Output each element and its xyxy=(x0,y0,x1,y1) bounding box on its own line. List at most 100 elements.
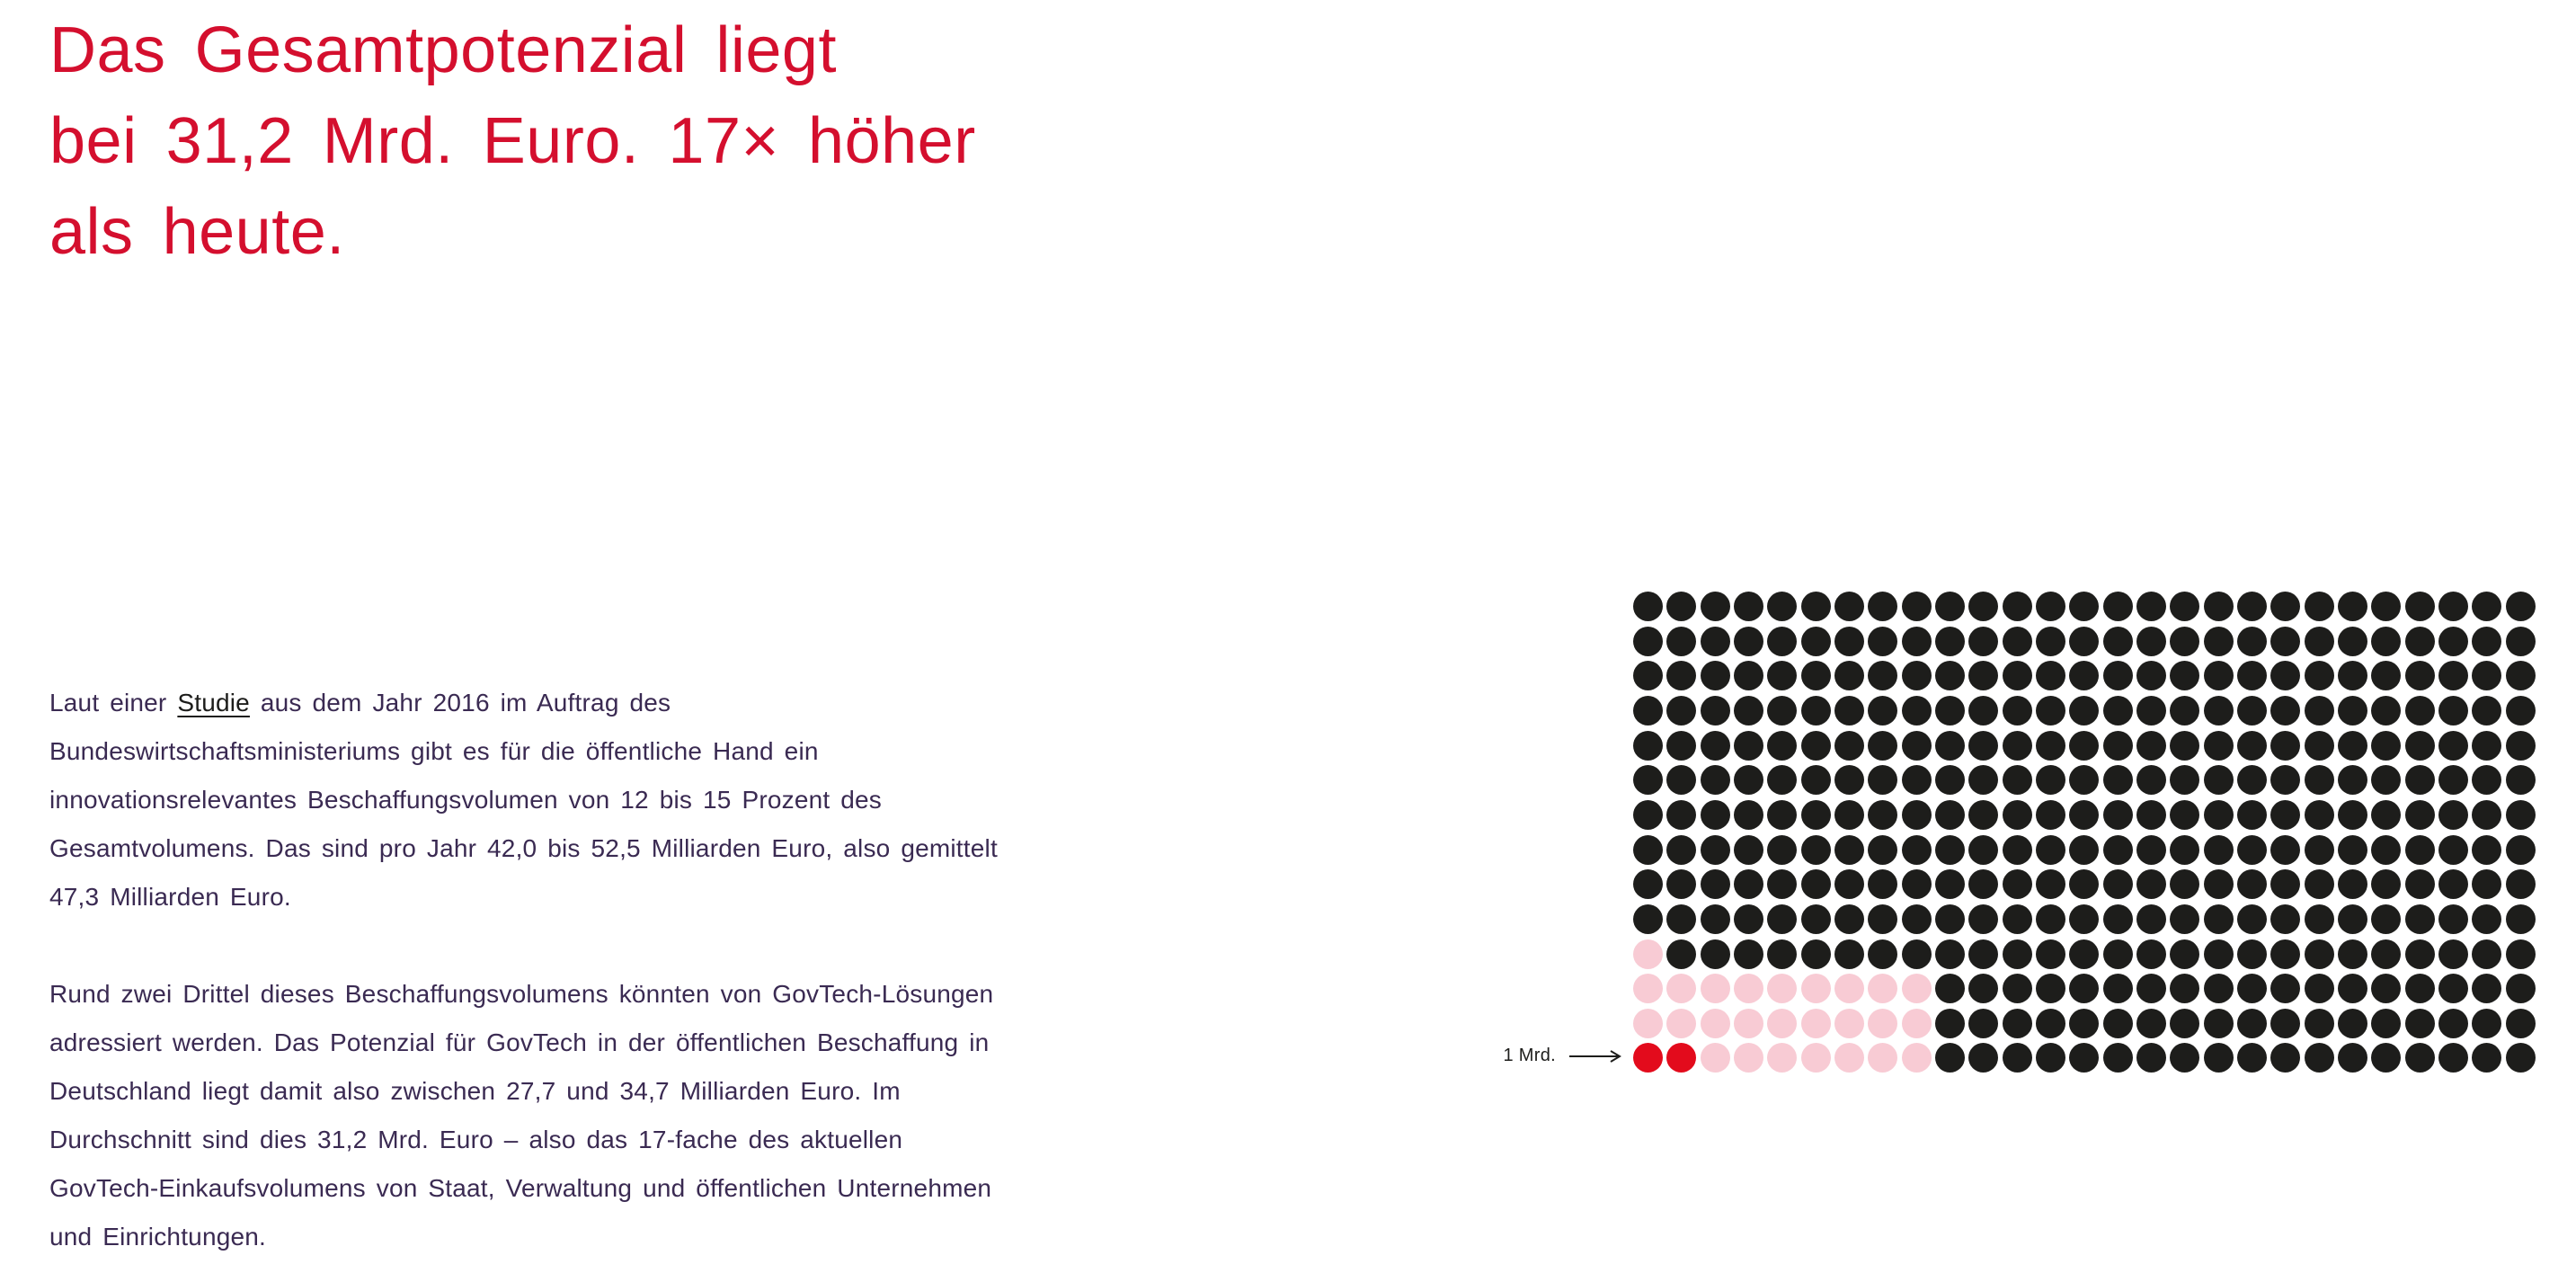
dot-black xyxy=(2438,592,2468,621)
dot-black xyxy=(2371,1008,2402,1038)
dot-black xyxy=(2170,799,2200,830)
dot-black xyxy=(2505,869,2536,900)
dot-black xyxy=(1800,730,1831,761)
dot-pink xyxy=(1834,1008,1864,1038)
text-line: Gesamtvolumens. Das sind pro Jahr 42,0 b… xyxy=(49,824,998,873)
dot-black xyxy=(1934,730,1965,761)
dot-black xyxy=(1934,1043,1965,1073)
body-copy: Laut einer Studie aus dem Jahr 2016 im A… xyxy=(49,679,998,1273)
dot-black xyxy=(2236,904,2267,934)
dot-pink xyxy=(1700,1008,1730,1038)
dot-black xyxy=(1700,904,1730,934)
dot-black xyxy=(2472,1043,2502,1073)
text-segment: innovationsrelevantes Beschaffungsvolume… xyxy=(49,786,882,814)
text-line: Durchschnitt sind dies 31,2 Mrd. Euro – … xyxy=(49,1116,998,1164)
dot-black xyxy=(1767,592,1798,621)
dot-black xyxy=(1767,730,1798,761)
dot-black xyxy=(2270,730,2301,761)
text-segment: Gesamtvolumens. Das sind pro Jahr 42,0 b… xyxy=(49,834,998,862)
dot-black xyxy=(2438,626,2468,656)
dot-black xyxy=(2069,939,2100,969)
dot-black xyxy=(1934,939,1965,969)
dot-black xyxy=(2337,904,2367,934)
dot-black xyxy=(1666,695,1697,726)
dot-black xyxy=(1733,695,1763,726)
dot-black xyxy=(2170,695,2200,726)
dot-black xyxy=(2438,1043,2468,1073)
dot-black xyxy=(2371,626,2402,656)
dot-black xyxy=(2002,765,2032,796)
dot-black xyxy=(2035,765,2065,796)
dot-black xyxy=(1700,661,1730,691)
dot-black xyxy=(2236,730,2267,761)
dot-black xyxy=(2069,869,2100,900)
dot-black xyxy=(1767,869,1798,900)
dot-black xyxy=(1868,869,1898,900)
dot-black xyxy=(2337,765,2367,796)
dot-pink xyxy=(1834,974,1864,1004)
dot-black xyxy=(1834,626,1864,656)
dot-black xyxy=(2035,661,2065,691)
dot-black xyxy=(2170,834,2200,865)
dot-black xyxy=(1968,730,1999,761)
dot-black xyxy=(2236,626,2267,656)
text-line: Deutschland liegt damit also zwischen 27… xyxy=(49,1067,998,1116)
dot-black xyxy=(1700,730,1730,761)
dot-pink xyxy=(1800,974,1831,1004)
dot-black xyxy=(2035,939,2065,969)
dot-black xyxy=(2035,904,2065,934)
dot-black xyxy=(1666,661,1697,691)
studie-link[interactable]: Studie xyxy=(177,689,250,717)
dot-black xyxy=(1733,592,1763,621)
dot-black xyxy=(2170,904,2200,934)
dot-black xyxy=(1868,730,1898,761)
dot-black xyxy=(2203,1043,2234,1073)
dot-black xyxy=(2505,834,2536,865)
dot-pink xyxy=(1800,1008,1831,1038)
dot-black xyxy=(2136,904,2166,934)
dot-black xyxy=(2505,1008,2536,1038)
dot-black xyxy=(1800,834,1831,865)
dot-black xyxy=(2236,974,2267,1004)
dot-red xyxy=(1633,1043,1663,1073)
dot-black xyxy=(2505,626,2536,656)
dot-pink xyxy=(1733,1008,1763,1038)
dot-black xyxy=(2472,974,2502,1004)
text-line: innovationsrelevantes Beschaffungsvolume… xyxy=(49,776,998,824)
dot-black xyxy=(1733,869,1763,900)
dot-black xyxy=(2371,765,2402,796)
dot-black xyxy=(1700,869,1730,900)
dot-black xyxy=(1968,695,1999,726)
dot-black xyxy=(1767,834,1798,865)
dot-pink xyxy=(1666,1008,1697,1038)
dot-black xyxy=(2203,695,2234,726)
dot-black xyxy=(2304,799,2334,830)
dot-black xyxy=(1968,939,1999,969)
dot-black xyxy=(2337,799,2367,830)
dot-black xyxy=(1733,765,1763,796)
dot-black xyxy=(1700,626,1730,656)
dot-black xyxy=(1666,592,1697,621)
dot-black xyxy=(2472,904,2502,934)
dot-black xyxy=(2270,974,2301,1004)
dot-black xyxy=(2002,799,2032,830)
dot-black xyxy=(1834,939,1864,969)
dot-black xyxy=(1834,661,1864,691)
dot-black xyxy=(1700,695,1730,726)
dot-pink xyxy=(1700,974,1730,1004)
dot-black xyxy=(1834,592,1864,621)
dot-black xyxy=(2170,592,2200,621)
dot-black xyxy=(1666,939,1697,969)
dot-black xyxy=(1733,661,1763,691)
dot-black xyxy=(2170,765,2200,796)
dot-black xyxy=(2002,974,2032,1004)
dot-black xyxy=(1834,869,1864,900)
dot-black xyxy=(2236,799,2267,830)
heading-line-3: als heute. xyxy=(49,196,345,268)
dot-black xyxy=(2371,799,2402,830)
dot-black xyxy=(1834,834,1864,865)
dot-black xyxy=(1733,799,1763,830)
dot-black xyxy=(2304,939,2334,969)
dot-black xyxy=(2371,834,2402,865)
dot-black xyxy=(1901,799,1932,830)
